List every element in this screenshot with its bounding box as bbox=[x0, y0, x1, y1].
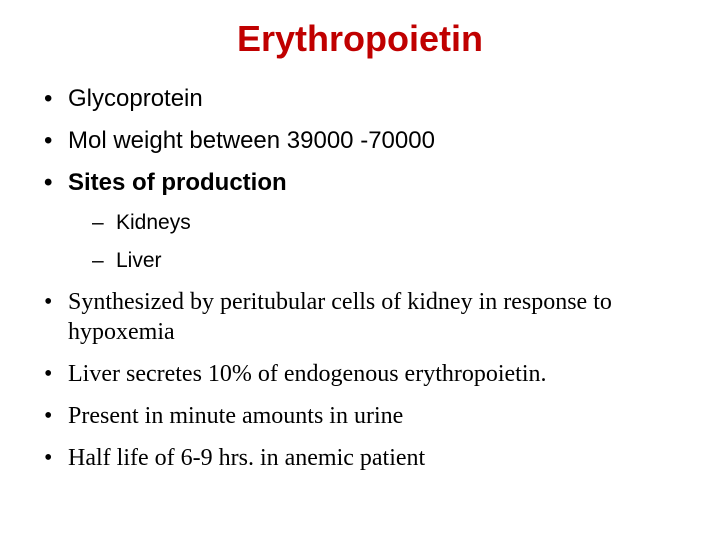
bullet-list-serif: Synthesized by peritubular cells of kidn… bbox=[40, 287, 680, 473]
bullet-text: Mol weight between 39000 -70000 bbox=[68, 127, 435, 154]
bullet-list: Glycoprotein Mol weight between 39000 -7… bbox=[40, 84, 680, 275]
bullet-item: Liver secretes 10% of endogenous erythro… bbox=[40, 359, 680, 389]
bullet-text: Synthesized by peritubular cells of kidn… bbox=[68, 289, 612, 345]
slide-container: Erythropoietin Glycoprotein Mol weight b… bbox=[0, 0, 720, 540]
slide-title: Erythropoietin bbox=[40, 18, 680, 60]
bullet-text: Sites of production bbox=[68, 169, 287, 196]
sub-bullet-text: Liver bbox=[116, 249, 162, 272]
bullet-item: Synthesized by peritubular cells of kidn… bbox=[40, 287, 680, 347]
bullet-text: Glycoprotein bbox=[68, 85, 203, 112]
sub-bullet-list: Kidneys Liver bbox=[68, 210, 680, 275]
bullet-item: Glycoprotein bbox=[40, 84, 680, 114]
bullet-text: Half life of 6-9 hrs. in anemic patient bbox=[68, 445, 425, 471]
bullet-item: Sites of production Kidneys Liver bbox=[40, 168, 680, 275]
bullet-item: Present in minute amounts in urine bbox=[40, 401, 680, 431]
bullet-item: Half life of 6-9 hrs. in anemic patient bbox=[40, 443, 680, 473]
sub-bullet-item: Liver bbox=[92, 248, 680, 274]
sub-bullet-item: Kidneys bbox=[92, 210, 680, 236]
bullet-item: Mol weight between 39000 -70000 bbox=[40, 126, 680, 156]
bullet-text: Present in minute amounts in urine bbox=[68, 403, 403, 429]
sub-bullet-text: Kidneys bbox=[116, 211, 191, 234]
bullet-text: Liver secretes 10% of endogenous erythro… bbox=[68, 361, 547, 387]
